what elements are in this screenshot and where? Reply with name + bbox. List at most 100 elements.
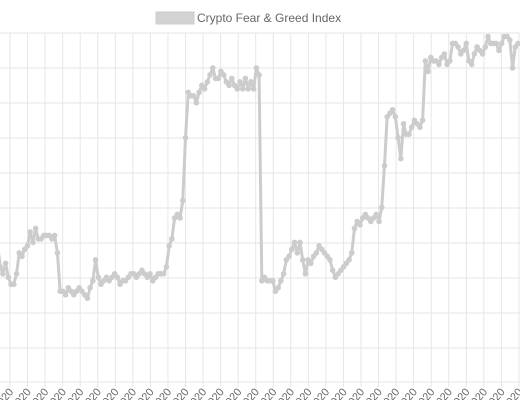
data-point[interactable]: [182, 134, 189, 141]
data-point[interactable]: [229, 75, 235, 82]
data-point[interactable]: [207, 72, 213, 78]
data-point[interactable]: [250, 86, 257, 92]
data-point[interactable]: [425, 68, 431, 75]
data-point[interactable]: [87, 284, 93, 291]
data-point[interactable]: [381, 162, 388, 169]
data-point[interactable]: [507, 37, 513, 43]
data-point[interactable]: [436, 61, 442, 68]
data-point[interactable]: [147, 271, 153, 277]
legend[interactable]: Crypto Fear & Greed Index: [155, 11, 341, 25]
data-point[interactable]: [422, 58, 429, 64]
data-point[interactable]: [376, 218, 382, 225]
data-point[interactable]: [169, 236, 175, 242]
data-point[interactable]: [357, 222, 363, 228]
data-point[interactable]: [329, 267, 336, 274]
data-point[interactable]: [160, 271, 167, 277]
data-point[interactable]: [479, 51, 486, 57]
data-point[interactable]: [11, 281, 17, 288]
data-point[interactable]: [54, 250, 61, 256]
data-point[interactable]: [392, 113, 399, 120]
data-point[interactable]: [286, 253, 292, 260]
data-point[interactable]: [90, 277, 96, 284]
data-point[interactable]: [419, 117, 426, 124]
data-point[interactable]: [496, 47, 502, 54]
data-point[interactable]: [291, 239, 298, 246]
data-point[interactable]: [234, 86, 241, 92]
data-point[interactable]: [280, 271, 287, 277]
data-point[interactable]: [27, 229, 33, 235]
data-point[interactable]: [471, 51, 478, 57]
data-point[interactable]: [468, 61, 475, 68]
data-point[interactable]: [177, 215, 183, 221]
data-point[interactable]: [417, 124, 423, 131]
data-point[interactable]: [460, 47, 467, 54]
data-point[interactable]: [179, 197, 186, 204]
data-point[interactable]: [288, 246, 295, 253]
data-point[interactable]: [269, 277, 276, 284]
data-point[interactable]: [0, 271, 6, 277]
data-point[interactable]: [348, 250, 355, 256]
data-point[interactable]: [114, 274, 121, 281]
data-point[interactable]: [441, 51, 448, 57]
data-point[interactable]: [253, 65, 260, 71]
data-point[interactable]: [482, 44, 489, 50]
data-point[interactable]: [226, 82, 232, 89]
data-point[interactable]: [32, 225, 39, 232]
data-point[interactable]: [248, 79, 254, 85]
data-point[interactable]: [275, 284, 281, 291]
data-point[interactable]: [447, 58, 453, 64]
data-point[interactable]: [395, 134, 401, 141]
data-point[interactable]: [163, 264, 170, 270]
data-point[interactable]: [193, 100, 200, 106]
data-point[interactable]: [351, 225, 358, 232]
data-point[interactable]: [5, 274, 12, 281]
data-point[interactable]: [408, 124, 415, 131]
data-point[interactable]: [2, 260, 9, 267]
data-point[interactable]: [485, 33, 491, 40]
data-point[interactable]: [256, 72, 262, 78]
data-point[interactable]: [378, 204, 385, 211]
data-point[interactable]: [220, 72, 227, 78]
data-point[interactable]: [515, 40, 520, 47]
data-point[interactable]: [278, 277, 284, 284]
data-point[interactable]: [346, 257, 352, 263]
data-point[interactable]: [51, 232, 58, 239]
data-point[interactable]: [84, 295, 91, 302]
data-point[interactable]: [30, 239, 36, 246]
data-point[interactable]: [196, 89, 202, 96]
data-point[interactable]: [297, 239, 303, 246]
data-point[interactable]: [327, 257, 333, 263]
data-point[interactable]: [166, 243, 172, 249]
data-point[interactable]: [498, 40, 505, 47]
data-point[interactable]: [308, 260, 314, 267]
data-point[interactable]: [245, 86, 251, 92]
data-point[interactable]: [373, 211, 380, 218]
data-point[interactable]: [204, 79, 211, 85]
data-point[interactable]: [24, 243, 31, 249]
data-point[interactable]: [302, 271, 309, 277]
data-point[interactable]: [406, 131, 412, 138]
data-point[interactable]: [0, 264, 3, 270]
data-point[interactable]: [509, 65, 516, 71]
data-point[interactable]: [294, 250, 301, 256]
data-point[interactable]: [398, 155, 404, 162]
data-point[interactable]: [493, 40, 500, 47]
data-point[interactable]: [299, 257, 306, 263]
data-point[interactable]: [455, 44, 461, 50]
data-point[interactable]: [400, 120, 407, 127]
data-point[interactable]: [389, 106, 396, 113]
data-point[interactable]: [92, 257, 99, 263]
data-point[interactable]: [95, 274, 102, 281]
data-point[interactable]: [19, 253, 25, 260]
data-point[interactable]: [239, 86, 246, 92]
data-point[interactable]: [209, 65, 216, 71]
data-point[interactable]: [463, 40, 470, 47]
data-point[interactable]: [313, 250, 320, 256]
data-point[interactable]: [190, 93, 197, 99]
data-point[interactable]: [237, 79, 243, 85]
data-point[interactable]: [62, 291, 69, 298]
data-point[interactable]: [242, 75, 249, 82]
data-point[interactable]: [13, 271, 20, 277]
data-point[interactable]: [201, 86, 208, 92]
data-point[interactable]: [215, 75, 222, 82]
